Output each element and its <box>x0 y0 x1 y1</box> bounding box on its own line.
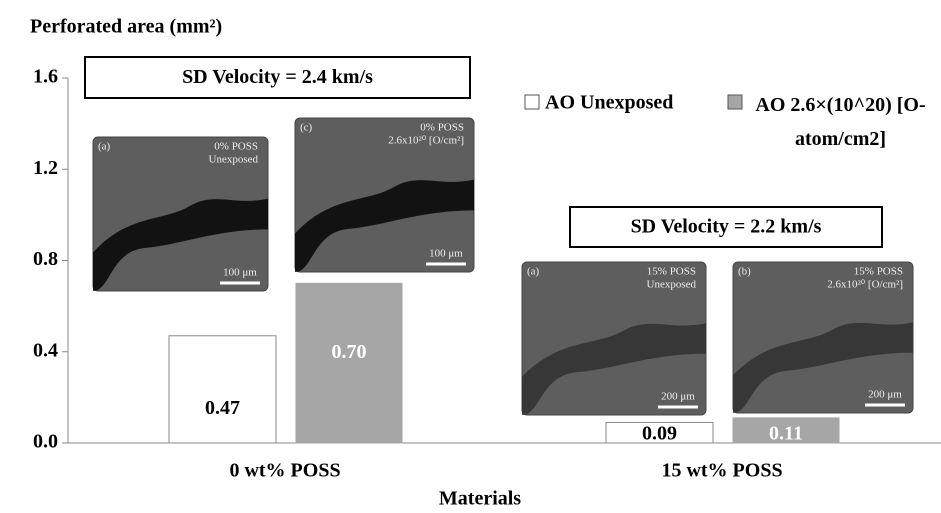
inset-label: 15% POSS <box>647 266 696 278</box>
x-tick-label: 15 wt% POSS <box>661 460 782 482</box>
bar <box>169 336 276 443</box>
y-tick-label: 1.2 <box>33 157 58 179</box>
inset-label: 0% POSS <box>420 122 464 134</box>
inset-panel: (b) <box>738 266 751 278</box>
inset-label: Unexposed <box>209 154 259 166</box>
inset-scale: 200 μm <box>868 389 902 401</box>
value-label: 0.11 <box>769 423 803 445</box>
y-tick-label: 0.4 <box>33 339 58 361</box>
legend-label: AO Unexposed <box>545 92 673 114</box>
inset-label: 15% POSS <box>854 266 903 278</box>
y-tick-label: 1.6 <box>33 66 58 88</box>
y-tick-label: 0.8 <box>33 248 58 270</box>
inset-label: 0% POSS <box>214 141 258 153</box>
annotation: SD Velocity = 2.2 km/s <box>631 216 822 238</box>
page: Perforated area (mm²) Materials 0.0 0.4 0.… <box>0 0 941 513</box>
value-label: 0.47 <box>205 397 240 419</box>
bar <box>296 283 402 443</box>
inset-panel: (c) <box>300 122 313 134</box>
inset-panel: (a) <box>527 266 540 278</box>
inset-label: 2.6x10²⁰ [O/cm²] <box>827 279 903 291</box>
inset-label: 2.6x10²⁰ [O/cm²] <box>388 135 464 147</box>
x-tick-label: 0 wt% POSS <box>229 460 340 482</box>
legend-swatch <box>525 95 539 109</box>
value-label: 0.70 <box>332 341 367 363</box>
inset-label: Unexposed <box>647 279 697 291</box>
legend-label: AO 2.6×(10^20) [O-atom/cm2] <box>748 88 933 156</box>
inset-scale: 100 μm <box>223 267 257 279</box>
x-axis-title: Materials <box>439 488 521 510</box>
annotation: SD Velocity = 2.4 km/s <box>182 66 373 88</box>
value-label: 0.09 <box>642 423 677 445</box>
inset-scale: 100 μm <box>429 248 463 260</box>
chart: Perforated area (mm²) Materials 0.0 0.4 0.… <box>0 0 941 513</box>
inset-scale: 200 μm <box>661 391 695 403</box>
legend-swatch <box>728 95 742 109</box>
y-tick-label: 0.0 <box>33 431 58 453</box>
inset-panel: (a) <box>98 141 111 153</box>
y-axis-title: Perforated area (mm²) <box>30 16 222 38</box>
